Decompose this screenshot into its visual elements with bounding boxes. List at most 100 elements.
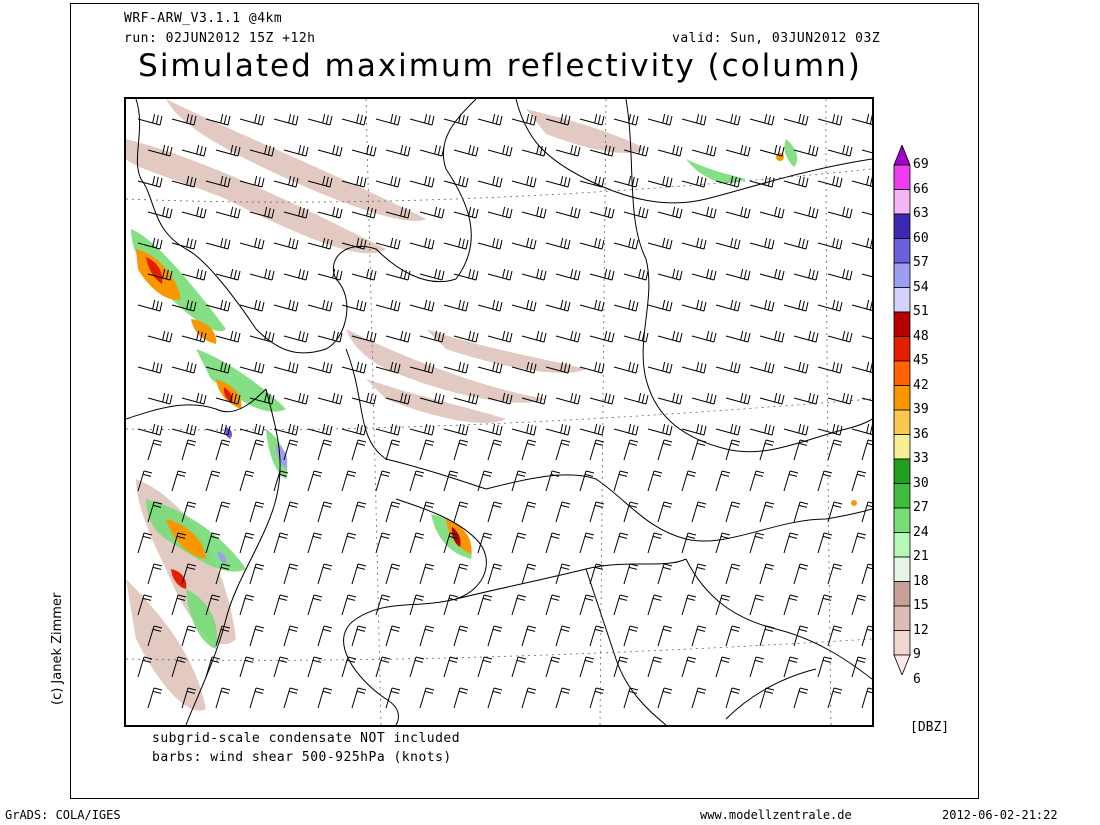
wind-barb <box>239 470 255 492</box>
wind-barb <box>171 423 197 436</box>
wind-barb <box>545 470 561 492</box>
wind-barb <box>861 149 872 154</box>
wind-barb <box>725 330 751 343</box>
wind-barb <box>181 501 197 523</box>
colorbar-swatch <box>893 458 911 484</box>
wind-barb <box>137 113 163 126</box>
wind-barb <box>487 687 503 709</box>
wind-barb <box>749 175 775 188</box>
wind-barb <box>409 361 435 374</box>
wind-barb <box>205 237 231 250</box>
colorbar-tick-label: 63 <box>913 206 929 221</box>
wind-barb <box>749 299 775 312</box>
wind-barb <box>681 175 707 188</box>
colorbar-swatch <box>893 164 911 190</box>
wind-barb <box>817 113 843 126</box>
wind-barb <box>579 532 595 554</box>
wind-barb <box>317 330 343 343</box>
wind-barb <box>419 625 435 647</box>
wind-barb <box>215 563 231 585</box>
wind-barb <box>691 563 707 585</box>
wind-barb <box>283 563 299 585</box>
wind-barb <box>861 335 872 340</box>
wind-barb <box>759 206 785 219</box>
wind-barb <box>827 687 843 709</box>
wind-barb <box>715 532 731 554</box>
wind-barb <box>511 361 537 374</box>
wind-barb <box>147 625 163 647</box>
wind-barb <box>827 625 843 647</box>
wind-barb <box>453 144 479 157</box>
wind-barb <box>137 594 153 616</box>
wind-barb <box>783 113 809 126</box>
wind-barb <box>215 206 241 219</box>
wind-barb <box>171 656 187 678</box>
wind-barb <box>681 656 697 678</box>
wind-barb <box>341 532 357 554</box>
wind-barb <box>443 299 469 312</box>
wind-barb <box>273 532 289 554</box>
wind-barb <box>715 175 741 188</box>
wind-barb <box>657 439 673 461</box>
wind-barb <box>477 594 493 616</box>
wind-barb <box>521 687 537 709</box>
colorbar-tick-label: 51 <box>913 304 929 319</box>
wind-barb <box>453 392 479 405</box>
wind-barb <box>147 687 163 709</box>
wind-barb <box>443 594 459 616</box>
wind-barb <box>589 330 615 343</box>
wind-barb <box>283 268 309 281</box>
wind-barb <box>181 687 197 709</box>
wind-barb <box>681 594 697 616</box>
wind-barb <box>851 423 872 435</box>
colorbar-swatch <box>893 238 911 264</box>
wind-barb <box>793 144 819 157</box>
wind-barb <box>375 113 401 126</box>
wind-barb <box>273 113 299 126</box>
wind-barb <box>147 563 163 585</box>
wind-barb <box>385 501 401 523</box>
wind-barb <box>589 501 605 523</box>
wind-barb <box>511 656 527 678</box>
wind-barb <box>851 656 867 678</box>
wind-barb <box>725 439 741 461</box>
wind-barb <box>317 439 333 461</box>
wind-barb <box>487 625 503 647</box>
wind-barb <box>511 532 527 554</box>
wind-barb <box>511 299 537 312</box>
wind-barb <box>521 330 547 343</box>
wind-barb <box>453 625 469 647</box>
wind-barb <box>137 175 163 188</box>
wind-barb <box>521 501 537 523</box>
map-canvas <box>126 99 872 725</box>
wind-barb <box>613 299 639 312</box>
wind-barb <box>647 299 673 312</box>
wind-barb <box>137 361 163 374</box>
wind-barb <box>817 237 843 250</box>
wind-barb <box>555 392 581 405</box>
wind-barb <box>215 687 231 709</box>
wind-barb <box>453 501 469 523</box>
colorbar-swatch <box>893 336 911 362</box>
wind-barb <box>851 113 872 125</box>
wind-barb <box>759 268 785 281</box>
wind-barb <box>307 656 323 678</box>
wind-barb <box>657 268 683 281</box>
wind-barb <box>375 237 401 250</box>
wind-barb <box>215 392 241 405</box>
wind-barb <box>443 656 459 678</box>
wind-barb <box>317 392 343 405</box>
wind-barb <box>749 237 775 250</box>
wind-barb <box>239 299 265 312</box>
wind-barb <box>147 501 163 523</box>
wind-barb <box>351 206 377 219</box>
wind-barb <box>851 470 867 492</box>
wind-barb <box>341 470 357 492</box>
colorbar-tick-label: 27 <box>913 500 929 515</box>
wind-barb <box>409 423 435 436</box>
wind-barb <box>273 594 289 616</box>
wind-barb <box>453 687 469 709</box>
colorbar-tick-label: 48 <box>913 328 929 344</box>
wind-barb <box>307 175 333 188</box>
wind-barb <box>215 439 231 461</box>
